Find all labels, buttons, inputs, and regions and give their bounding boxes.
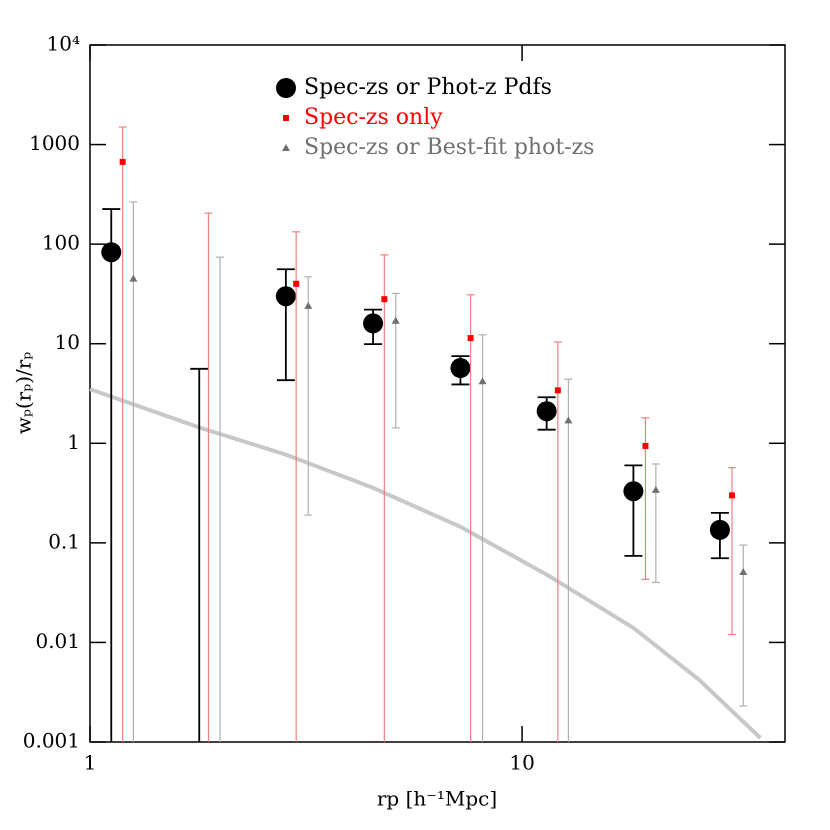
y-tick-label: 100: [42, 231, 80, 255]
point: [381, 296, 388, 303]
y-tick-label: 0.01: [35, 629, 80, 653]
point: [119, 158, 126, 165]
legend-marker: [276, 78, 296, 98]
y-tick-label: 0.001: [23, 729, 80, 753]
point: [739, 567, 748, 575]
legend-label: Spec-zs or Best-fit phot-zs: [304, 135, 594, 160]
y-tick-label: 0.1: [48, 529, 80, 553]
point: [450, 358, 471, 379]
point: [478, 377, 487, 385]
point: [304, 301, 313, 309]
point: [129, 274, 138, 282]
x-tick-label: 1: [84, 751, 97, 775]
point: [642, 442, 649, 449]
plot-frame: [89, 44, 786, 743]
legend-label: Spec-zs or Phot-z Pdfs: [304, 75, 552, 100]
point: [564, 416, 573, 424]
x-axis-label: rp [h⁻¹Mpc]: [377, 787, 497, 811]
point: [467, 335, 474, 342]
point: [363, 313, 384, 334]
y-axis-label: wₚ(rₚ)/rₚ: [12, 352, 36, 435]
point: [554, 387, 561, 394]
point: [651, 485, 660, 493]
y-tick-label: 1000: [29, 131, 80, 155]
x-tick-label: 10: [509, 751, 534, 775]
y-tick-label: 10⁴: [47, 32, 80, 56]
legend-label: Spec-zs only: [304, 105, 443, 130]
legend-marker: [282, 144, 290, 151]
point: [275, 286, 296, 307]
legend-marker: [283, 115, 289, 121]
y-tick-label: 1: [67, 430, 80, 454]
point: [728, 492, 735, 499]
point: [536, 401, 557, 422]
y-tick-label: 10: [55, 330, 80, 354]
model-curve: [89, 387, 762, 740]
point: [391, 316, 400, 324]
point: [293, 280, 300, 287]
point: [623, 481, 644, 502]
point: [101, 242, 122, 263]
point: [709, 519, 730, 540]
